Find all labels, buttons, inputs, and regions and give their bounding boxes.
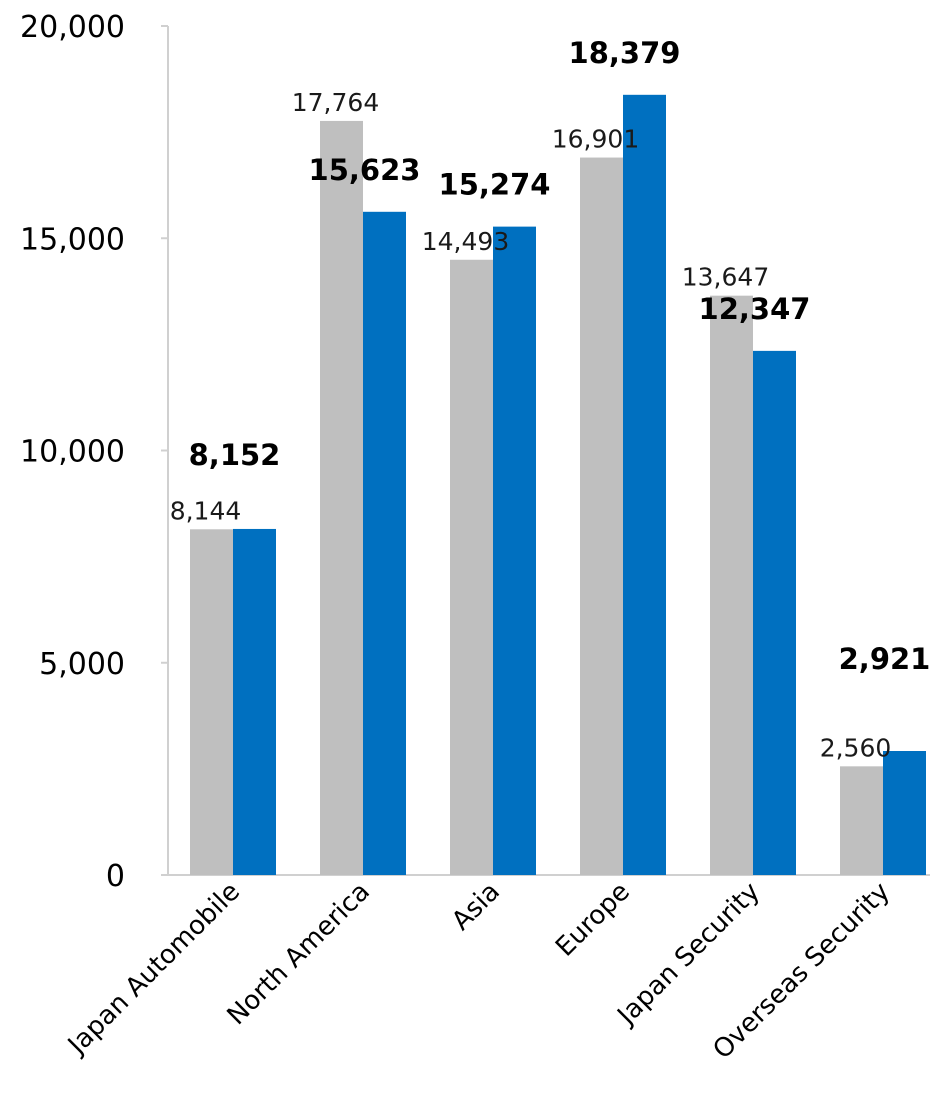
bar-series2-3 bbox=[623, 94, 666, 875]
bar-series1-2 bbox=[450, 259, 493, 875]
data-label-series1-1: 17,764 bbox=[292, 88, 379, 117]
y-tick-label: 20,000 bbox=[20, 10, 125, 45]
bar-series1-4 bbox=[710, 295, 753, 876]
bar-series1-1 bbox=[320, 120, 363, 875]
y-tick-label: 5,000 bbox=[39, 647, 125, 682]
x-tick-label: Asia bbox=[446, 877, 506, 937]
bar-series1-5 bbox=[840, 766, 883, 875]
x-tick-label: Europe bbox=[550, 877, 636, 963]
bar-series2-4 bbox=[753, 350, 796, 875]
y-tick-label: 15,000 bbox=[20, 222, 125, 257]
data-label-series2-5: 2,921 bbox=[839, 642, 931, 676]
data-label-series2-2: 15,274 bbox=[439, 168, 551, 202]
bar-series2-0 bbox=[233, 528, 276, 875]
data-label-series1-4: 13,647 bbox=[682, 263, 769, 292]
bar-series1-3 bbox=[580, 157, 623, 875]
data-label-series2-3: 18,379 bbox=[569, 36, 681, 70]
data-label-series2-0: 8,152 bbox=[189, 438, 281, 472]
y-tick-label: 0 bbox=[106, 859, 125, 894]
bar-series2-5 bbox=[883, 751, 926, 875]
y-axis-ticks: 0 5,000 10,000 15,000 20,000 bbox=[20, 10, 168, 894]
data-label-series1-2: 14,493 bbox=[422, 227, 509, 256]
data-label-series1-3: 16,901 bbox=[552, 125, 639, 154]
data-label-series2-4: 12,347 bbox=[699, 292, 811, 326]
data-label-series1-0: 8,144 bbox=[170, 496, 242, 525]
data-label-series2-1: 15,623 bbox=[309, 153, 421, 187]
bars-group bbox=[190, 94, 926, 876]
x-tick-label: North America bbox=[222, 877, 376, 1031]
data-label-series1-5: 2,560 bbox=[820, 733, 892, 762]
bar-series1-0 bbox=[190, 529, 233, 875]
x-tick-label: Japan Automobile bbox=[61, 877, 246, 1062]
value-labels-group: 8,144 8,152 17,764 15,623 14,493 15,27416,901… bbox=[170, 36, 931, 763]
y-tick-label: 10,000 bbox=[20, 435, 125, 470]
bar-series2-1 bbox=[363, 211, 406, 875]
bar-series2-2 bbox=[493, 226, 536, 875]
